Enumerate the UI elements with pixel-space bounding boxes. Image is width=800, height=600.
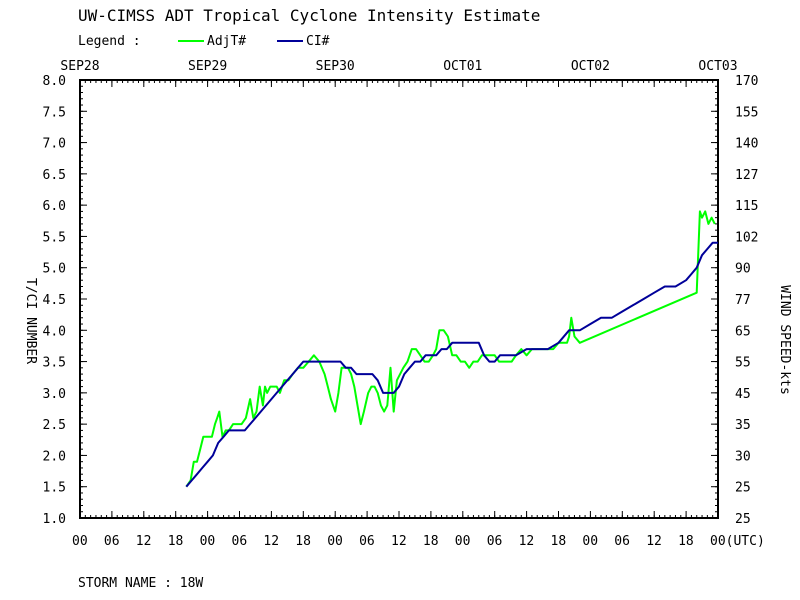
x-tick-label: 06: [359, 534, 375, 549]
date-label: SEP29: [188, 59, 227, 74]
y-tick-label: 3.5: [43, 356, 66, 371]
x-tick-label: 18: [295, 534, 311, 549]
date-label: OCT02: [571, 59, 610, 74]
y-tick-label: 6.5: [43, 168, 66, 183]
chart-title: UW-CIMSS ADT Tropical Cyclone Intensity …: [78, 6, 540, 25]
series-line-adjt: [185, 210, 716, 488]
y-tick-label: 5.5: [43, 230, 66, 245]
y-tick-label: 6.0: [43, 199, 66, 214]
legend-entry-ci: CI#: [306, 34, 330, 49]
x-tick-label: 12: [391, 534, 407, 549]
y-tick-label: 4.5: [43, 293, 66, 308]
y2-tick-label: 90: [735, 262, 751, 277]
series-line-ci: [185, 241, 718, 488]
y2-tick-label: 65: [735, 324, 751, 339]
x-tick-label: 18: [678, 534, 694, 549]
y2-tick-label: 77: [735, 293, 751, 308]
date-label: SEP30: [316, 59, 355, 74]
x-tick-label: 06: [104, 534, 120, 549]
y2-tick-label: 25: [735, 481, 751, 496]
x-tick-label: 18: [168, 534, 184, 549]
x-tick-label: 00: [582, 534, 598, 549]
date-label: SEP28: [60, 59, 99, 74]
y2-tick-label: 35: [735, 418, 751, 433]
y-axis-label: T/CI NUMBER: [23, 278, 38, 364]
y-tick-label: 7.5: [43, 105, 66, 120]
y2-tick-label: 30: [735, 449, 751, 464]
y2-tick-label: 55: [735, 356, 751, 371]
y-tick-label: 3.0: [43, 387, 66, 402]
y2-tick-label: 170: [735, 74, 758, 89]
y2-tick-label: 155: [735, 105, 758, 120]
y-tick-label: 4.0: [43, 324, 66, 339]
x-tick-label: 18: [423, 534, 439, 549]
plot-frame: [79, 79, 719, 519]
y2-tick-label: 115: [735, 199, 758, 214]
x-axis-ticks: 00 06 12 18 00 06 12 18 00 06 12 18 00 06 12 18 00 06 12 18…: [60, 59, 764, 549]
x-tick-label: 06: [232, 534, 248, 549]
x-tick-label: 00: [327, 534, 343, 549]
x-tick-label: 06: [487, 534, 503, 549]
y2-tick-label: 140: [735, 137, 758, 152]
y2-tick-label: 25: [735, 512, 751, 527]
date-label: OCT03: [698, 59, 737, 74]
y2-tick-label: 102: [735, 230, 758, 245]
x-tick-label: 06: [614, 534, 630, 549]
x-tick-label: 00: [200, 534, 216, 549]
x-tick-label: 00: [455, 534, 471, 549]
x-tick-label: 12: [136, 534, 152, 549]
y-tick-label: 1.0: [43, 512, 66, 527]
y-tick-label: 2.0: [43, 449, 66, 464]
x-tick-label: 18: [551, 534, 567, 549]
storm-name: STORM NAME : 18W: [78, 576, 204, 591]
y2-tick-label: 127: [735, 168, 758, 183]
x-tick-label: 00(UTC): [710, 534, 765, 549]
y-tick-label: 1.5: [43, 481, 66, 496]
x-tick-label: 00: [72, 534, 88, 549]
series-group: [185, 210, 718, 488]
y2-tick-label: 45: [735, 387, 751, 402]
x-tick-label: 12: [519, 534, 535, 549]
x-tick-label: 12: [263, 534, 279, 549]
y-tick-label: 7.0: [43, 137, 66, 152]
y-axis-ticks: 1.0 25 1.5 25 2.0 30 2.5 35 3.0 45 3.5 55 4.0 65 4.5 77…: [43, 74, 759, 527]
y-tick-label: 5.0: [43, 262, 66, 277]
date-label: OCT01: [443, 59, 482, 74]
y-tick-label: 8.0: [43, 74, 66, 89]
y2-axis-label: WIND SPEED-kts: [777, 285, 792, 395]
legend-label: Legend :: [78, 34, 141, 49]
legend-entry-adjt: AdjT#: [207, 34, 246, 49]
x-tick-label: 12: [646, 534, 662, 549]
y-tick-label: 2.5: [43, 418, 66, 433]
